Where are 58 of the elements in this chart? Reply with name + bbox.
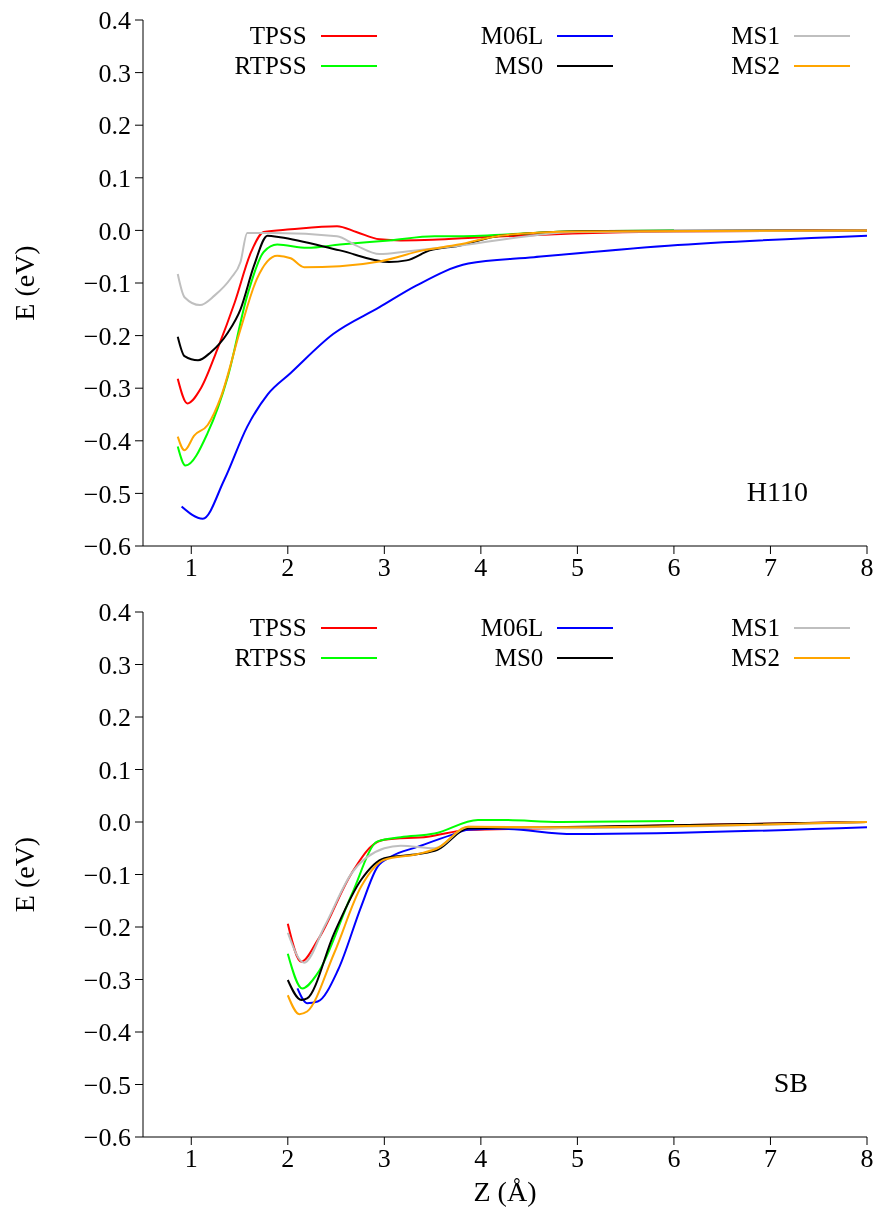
y-tick-label: 0.0 [98,216,131,246]
x-tick-label: 8 [860,553,874,583]
legend-label: M06L [480,22,544,50]
y-tick-label: −0.3 [83,965,131,995]
legend-label: MS2 [731,52,780,80]
y-tick-label: −0.4 [83,427,131,457]
x-axis-title: Z (Å) [473,1176,537,1207]
x-tick-label: 7 [763,553,777,583]
y-axis-title: E (eV) [8,245,40,321]
x-tick-label: 4 [474,1144,488,1174]
y-tick-label: 0.3 [98,58,131,88]
y-tick-label: −0.2 [83,913,131,943]
legend-label: TPSS [249,22,307,50]
y-tick-label: 0.3 [98,650,131,680]
x-tick-label: 6 [667,1144,681,1174]
x-tick-label: 4 [474,553,488,583]
x-tick-label: 5 [570,1144,584,1174]
y-tick-label: 0.1 [98,164,131,194]
y-tick-label: −0.6 [83,532,131,562]
x-tick-label: 3 [377,1144,391,1174]
y-tick-label: 0.2 [98,111,131,141]
legend-label: M06L [480,614,544,642]
annotation: H110 [746,476,808,508]
x-tick-label: 8 [860,1144,874,1174]
x-tick-label: 6 [667,553,681,583]
annotation: SB [773,1067,808,1099]
y-tick-label: 0.4 [98,6,131,36]
y-tick-label: 0.4 [98,598,131,628]
legend-label: RTPSS [234,52,307,80]
x-tick-label: 7 [763,1144,777,1174]
legend-label: MS2 [731,644,780,672]
y-tick-label: −0.5 [83,479,131,509]
y-tick-label: −0.4 [83,1018,131,1048]
y-tick-label: 0.0 [98,808,131,838]
line-series [176,229,867,452]
y-tick-label: 0.1 [98,755,131,785]
line-series [180,234,867,520]
x-tick-label: 1 [184,1144,198,1174]
x-tick-label: 2 [281,553,295,583]
legend-label: MS0 [494,52,544,80]
y-axis-title: E (eV) [8,836,40,913]
y-tick-label: −0.1 [83,860,131,890]
legend-label: TPSS [249,614,307,642]
x-tick-label: 1 [184,553,198,583]
y-tick-label: −0.1 [83,269,131,299]
x-tick-label: 2 [281,1144,295,1174]
y-tick-label: −0.3 [83,374,131,404]
y-tick-label: −0.2 [83,321,131,351]
legend-label: MS0 [494,644,544,672]
legend-label: RTPSS [234,644,307,672]
line-series [286,818,675,990]
y-tick-label: −0.5 [83,1070,131,1100]
legend-label: MS1 [731,614,780,642]
y-tick-label: −0.6 [83,1123,131,1153]
x-tick-label: 3 [377,553,391,583]
x-tick-label: 5 [570,553,584,583]
y-tick-label: 0.2 [98,703,131,733]
legend-label: MS1 [731,22,780,50]
